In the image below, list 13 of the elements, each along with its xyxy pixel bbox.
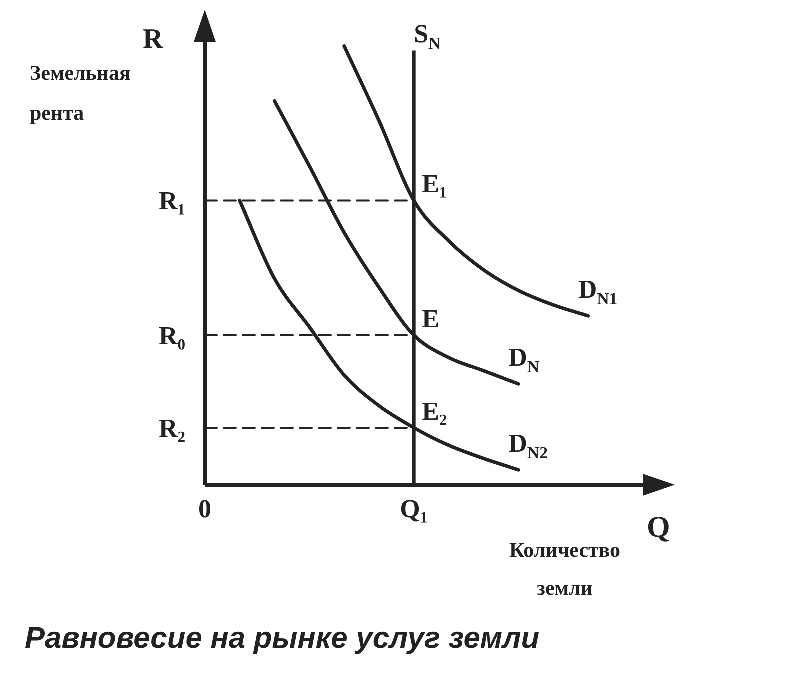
text: Количество земли — [509, 538, 621, 600]
annotation: R₁ — [159, 186, 186, 216]
x-tick-label: 0 — [198, 494, 212, 524]
x-tick-label: Q₁ — [400, 494, 428, 524]
y-axis-title: R — [143, 24, 164, 55]
annotation: E₁ — [422, 170, 448, 199]
annotation: E — [422, 304, 440, 334]
annotation: E₂ — [422, 396, 448, 426]
x-axis-title: Q — [647, 511, 670, 544]
annotation: R₂ — [159, 414, 186, 443]
text: Равновесие на рынке услуг земли — [25, 622, 540, 656]
annotation: R₀ — [159, 321, 186, 350]
text: Земельная рента — [30, 61, 131, 125]
